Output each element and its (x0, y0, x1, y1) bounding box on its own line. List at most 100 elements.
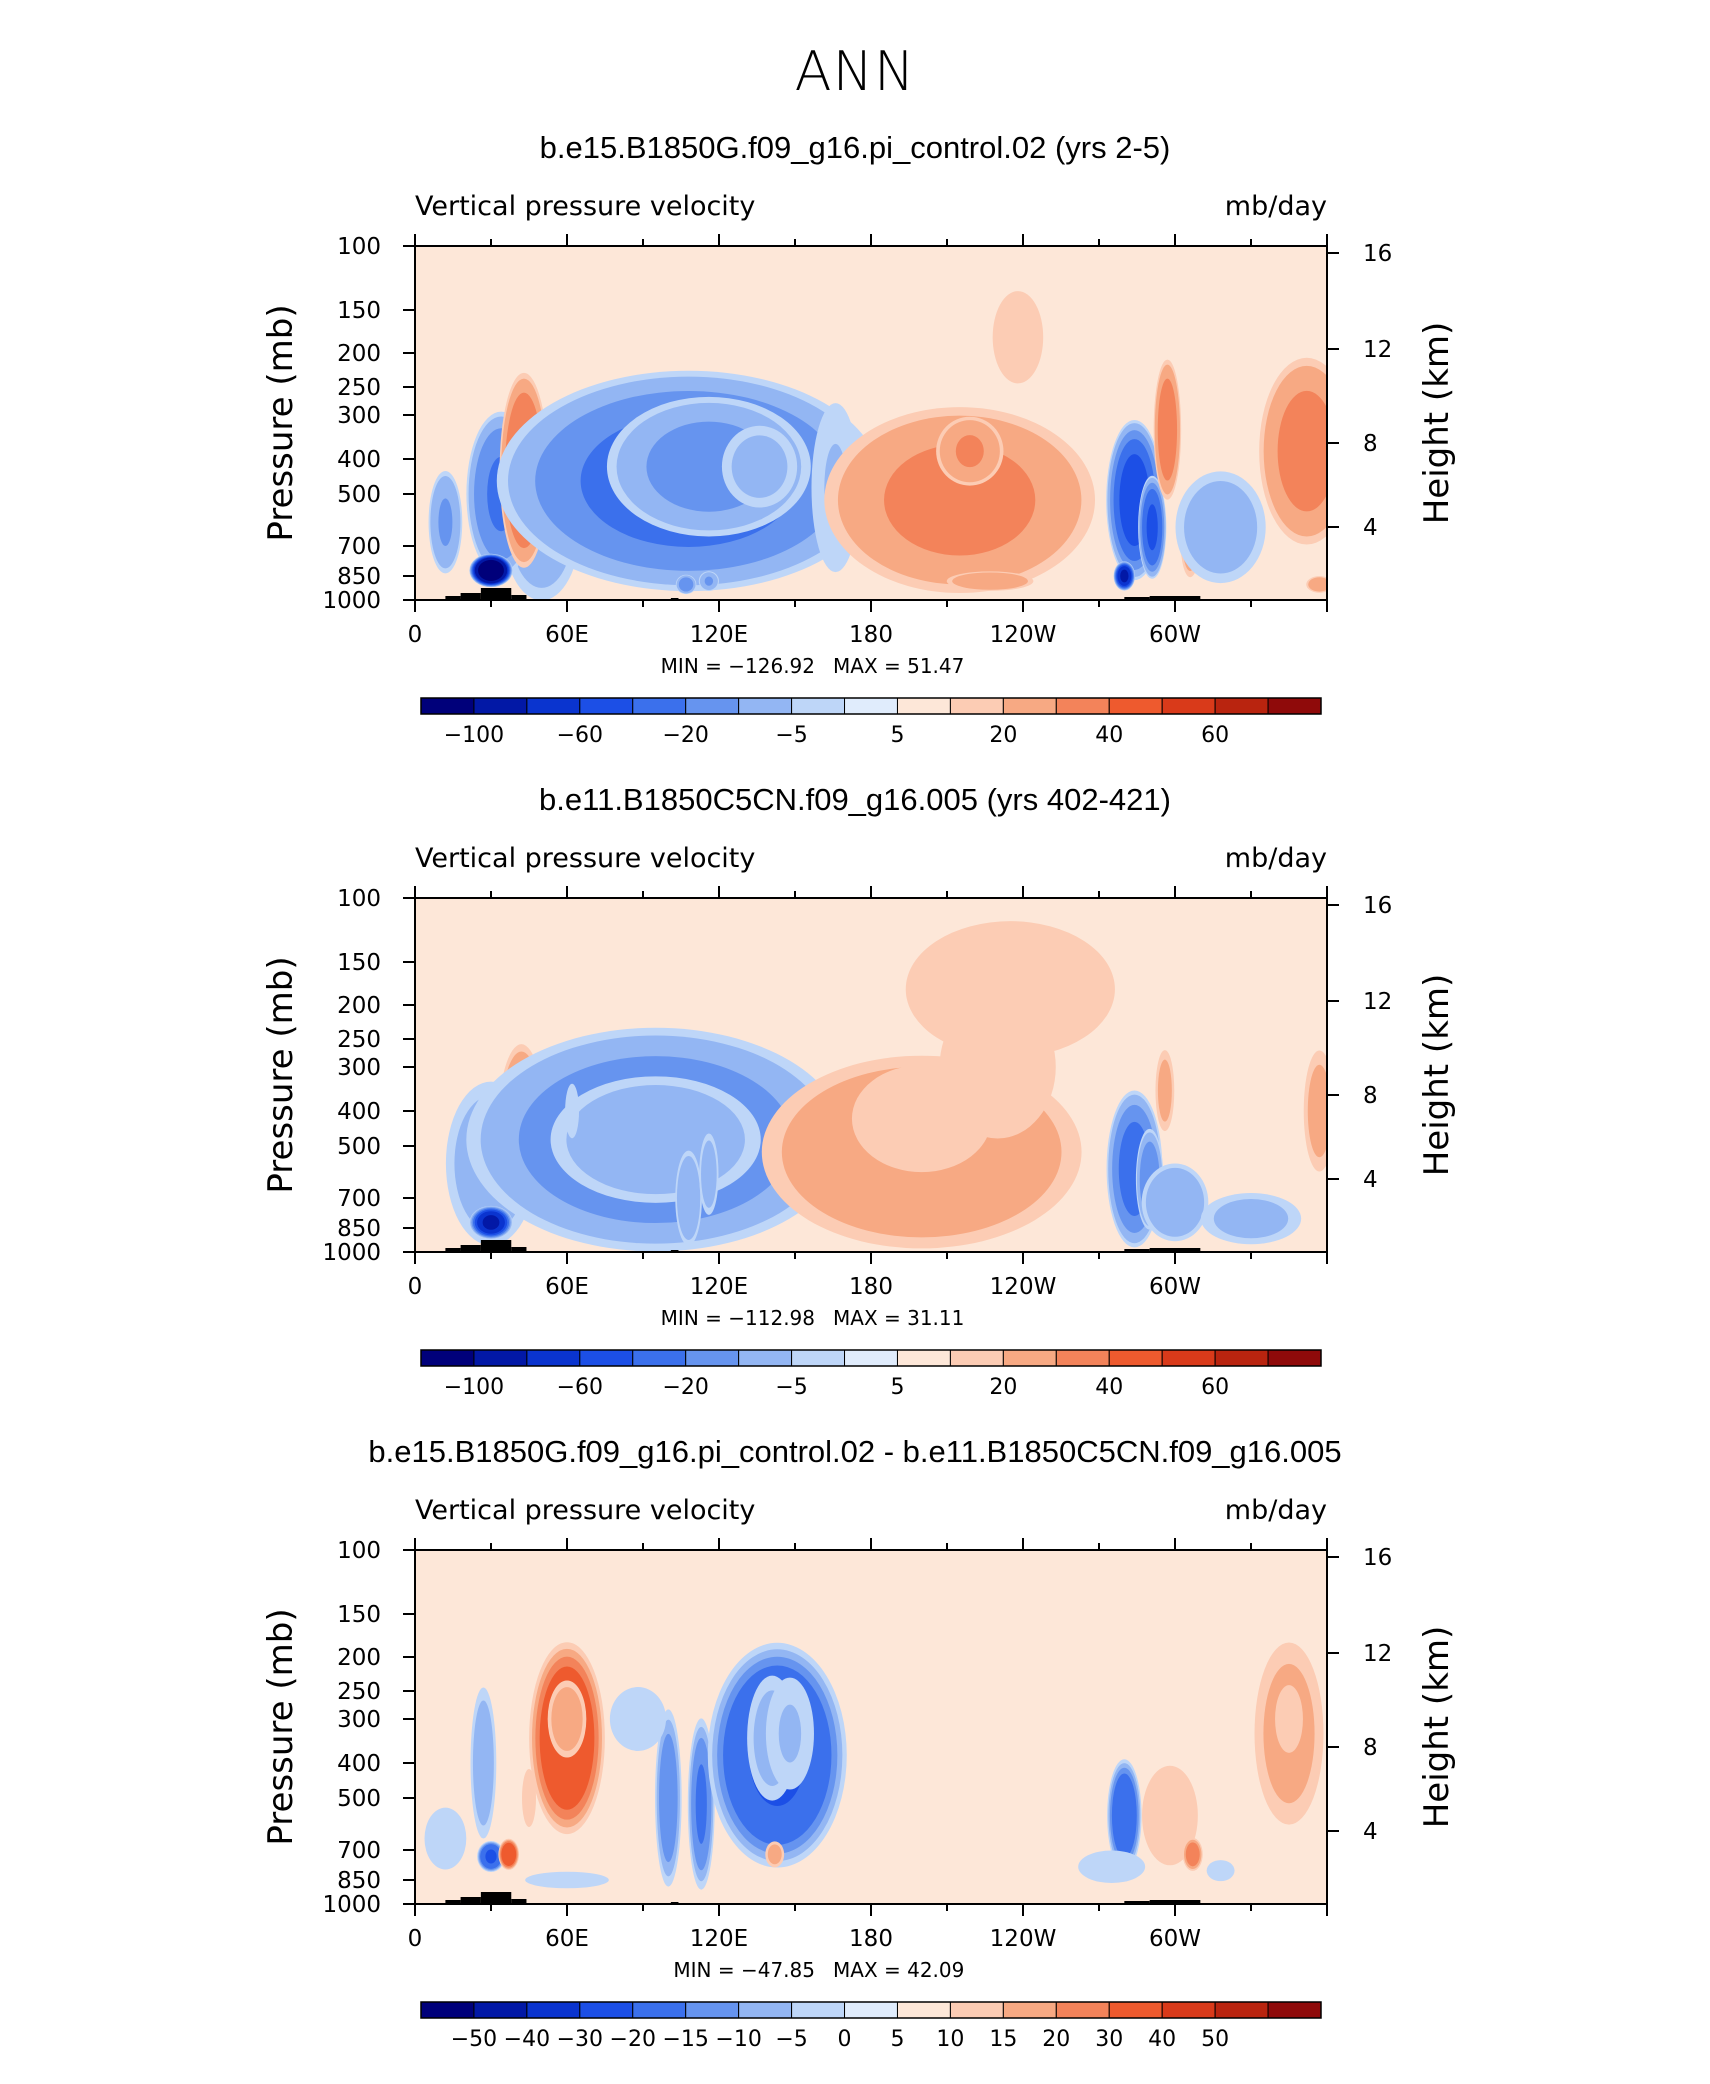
contour-level (767, 1844, 782, 1865)
x-tick-label: 120W (990, 1926, 1057, 1952)
height-tick-label: 4 (1363, 1167, 1378, 1193)
topography (1149, 1248, 1201, 1252)
x-tick-label: 60W (1149, 1274, 1201, 1300)
contour-level (565, 1083, 580, 1139)
contour-level (1308, 577, 1327, 592)
pressure-tick-label: 400 (337, 447, 381, 473)
x-tick-label: 60E (545, 1274, 589, 1300)
colorbar-swatch (420, 1349, 475, 1367)
colorbar-label: −100 (444, 1375, 504, 1400)
colorbar-label: 20 (989, 723, 1017, 748)
colorbar-swatch (738, 2001, 793, 2019)
contour-level (1307, 1064, 1327, 1158)
colorbar-swatch (473, 1349, 528, 1367)
pressure-tick-label: 150 (337, 950, 381, 976)
colorbar-label: −50 (451, 2027, 497, 2052)
colorbar-label: 5 (890, 1375, 904, 1400)
colorbar-swatch (526, 697, 581, 715)
height-tick-label: 12 (1363, 1641, 1392, 1667)
colorbar-label: 20 (1042, 2027, 1070, 2052)
colorbar-swatch (1267, 697, 1322, 715)
colorbar-swatch (579, 1349, 634, 1367)
colorbar-label: −100 (444, 723, 504, 748)
colorbar-swatch (791, 2001, 846, 2019)
colorbar-frame (420, 2001, 1322, 2019)
height-tick-label: 12 (1363, 989, 1392, 1015)
colorbar-swatch (896, 1349, 951, 1367)
colorbar-label: −20 (662, 1375, 708, 1400)
x-tick-label: 60W (1149, 622, 1201, 648)
colorbar-swatch (632, 1349, 687, 1367)
colorbar-swatch (420, 2001, 475, 2019)
x-tick-label: 120W (990, 1274, 1057, 1300)
pressure-tick-label: 500 (337, 1134, 381, 1160)
panel-title: b.e15.B1850G.f09_g16.pi_control.02 (yrs … (539, 130, 1171, 165)
chart-difference: Vertical pressure velocity mb/day 0 60E 120E… (261, 1495, 1457, 2052)
contour-level (1213, 1199, 1289, 1239)
colorbar-label: −60 (557, 1375, 603, 1400)
colorbar-swatch (632, 2001, 687, 2019)
max-label: MAX = 51.47 (833, 654, 964, 678)
colorbar-swatch (685, 1349, 740, 1367)
pressure-tick-label: 400 (337, 1099, 381, 1125)
pressure-tick-label: 850 (337, 1216, 381, 1242)
contour-level (704, 576, 714, 586)
pressure-tick-label: 250 (337, 1027, 381, 1053)
topography (480, 1240, 512, 1252)
height-tick-label: 16 (1363, 1545, 1392, 1571)
pressure-tick-label: 300 (337, 403, 381, 429)
contour-level (551, 1687, 583, 1751)
colorbar-label: −5 (775, 1375, 807, 1400)
contour-level (438, 498, 453, 547)
variable-label: Vertical pressure velocity (415, 1495, 755, 1526)
topography (460, 593, 481, 600)
colorbar-swatch (1161, 1349, 1216, 1367)
colorbar-swatch (1214, 2001, 1269, 2019)
chart-comparison: Vertical pressure velocity mb/day 0 60E 120E… (261, 843, 1457, 1400)
colorbar-label: 10 (936, 2027, 964, 2052)
colorbar-swatch (420, 697, 475, 715)
contour-level (676, 1155, 701, 1241)
x-tick-label: 120E (690, 1926, 748, 1952)
variable-label: Vertical pressure velocity (415, 191, 755, 222)
topography (511, 1247, 527, 1252)
colorbar-swatch (738, 1349, 793, 1367)
contour-level (884, 444, 1036, 556)
height-tick-label: 4 (1363, 1819, 1378, 1845)
colorbar-swatch (579, 697, 634, 715)
x-tick-label: 0 (408, 622, 423, 648)
contour-level (1157, 1059, 1172, 1122)
colorbar-swatch (844, 697, 898, 715)
colorbar-label: 20 (989, 1375, 1017, 1400)
height-tick-label: 4 (1363, 515, 1378, 541)
x-tick-label: 0 (408, 1274, 423, 1300)
colorbar-label: 40 (1148, 2027, 1176, 2052)
max-label: MAX = 42.09 (833, 1958, 964, 1982)
units-label: mb/day (1225, 191, 1327, 222)
pressure-tick-label: 300 (337, 1707, 381, 1733)
pressure-tick-label: 500 (337, 1786, 381, 1812)
colorbar-label: −60 (557, 723, 603, 748)
colorbar-frame (420, 697, 1322, 715)
x-tick-label: 60E (545, 1926, 589, 1952)
contour-level (1184, 481, 1258, 574)
y-axis-title: Pressure (mb) (261, 304, 301, 541)
contour-level (1142, 1765, 1198, 1866)
height-tick-label: 8 (1363, 431, 1378, 457)
topography (1149, 596, 1201, 600)
panel-title: b.e11.B1850C5CN.f09_g16.005 (yrs 402-421… (539, 782, 1171, 817)
variable-label: Vertical pressure velocity (415, 843, 755, 874)
topography (480, 588, 512, 600)
colorbar-label: −20 (662, 723, 708, 748)
colorbar-swatch (1267, 2001, 1322, 2019)
topography (1124, 1249, 1150, 1252)
contour-level (1277, 390, 1327, 512)
contour-level (482, 1215, 500, 1230)
max-label: MAX = 31.11 (833, 1306, 964, 1330)
y-axis-title: Pressure (mb) (261, 1608, 301, 1845)
x-tick-label: 120W (990, 622, 1057, 648)
pressure-tick-label: 1000 (322, 588, 381, 614)
chart-control: Vertical pressure velocity mb/day 0 60E 120E… (261, 191, 1457, 748)
contour-level (955, 435, 984, 468)
contour-field (415, 1550, 1327, 1904)
